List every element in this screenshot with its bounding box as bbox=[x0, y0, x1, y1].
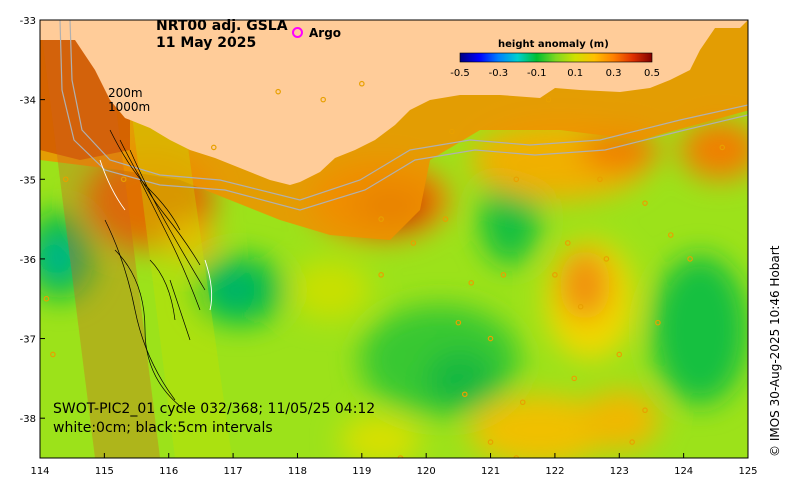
argo-float-marker bbox=[120, 176, 127, 183]
argo-float-marker bbox=[455, 319, 462, 326]
argo-floats bbox=[43, 80, 726, 458]
argo-float-marker bbox=[655, 319, 661, 326]
colorbar-tick-label: -0.1 bbox=[527, 68, 547, 79]
colorbar-tick-label: -0.5 bbox=[450, 68, 470, 79]
isobath-1000-label: 1000m bbox=[108, 100, 151, 114]
argo-label: Argo bbox=[309, 26, 342, 40]
lon-tick-label: 118 bbox=[288, 466, 307, 477]
argo-float-marker bbox=[500, 272, 507, 278]
argo-float-marker bbox=[719, 144, 726, 151]
isobath-1000m bbox=[59, 20, 748, 211]
lon-tick-label: 124 bbox=[674, 466, 693, 477]
lat-tick-label: -38 bbox=[20, 414, 36, 425]
argo-float-marker bbox=[571, 375, 578, 382]
argo-float-marker bbox=[616, 351, 623, 358]
argo-float-marker bbox=[62, 176, 69, 183]
argo-float-marker bbox=[43, 295, 50, 302]
credit-text: © IMOS 30-Aug-2025 10:46 Hobart bbox=[768, 245, 782, 457]
lon-tick-label: 121 bbox=[481, 466, 500, 477]
argo-float-marker bbox=[519, 399, 526, 406]
argo-float-marker bbox=[378, 272, 384, 278]
isobath-legend: 200m 1000m bbox=[108, 86, 150, 114]
map-title: NRT00 adj. GSLA 11 May 2025 bbox=[156, 18, 288, 52]
argo-float-marker bbox=[597, 176, 603, 183]
isobath-200m bbox=[69, 20, 748, 201]
swot-line-1: SWOT-PIC2_01 cycle 032/368; 11/05/25 04:… bbox=[53, 401, 376, 417]
lon-tick-label: 120 bbox=[417, 466, 436, 477]
argo-float-marker bbox=[513, 176, 520, 183]
argo-float-marker bbox=[449, 128, 455, 135]
lat-tick-label: -33 bbox=[20, 16, 36, 27]
ssh-contours bbox=[104, 129, 206, 411]
colorbar-tick-label: 0.5 bbox=[644, 68, 660, 79]
argo-float-marker bbox=[577, 303, 584, 310]
colorbar-tick-label: -0.3 bbox=[489, 68, 509, 79]
argo-float-marker bbox=[442, 216, 449, 222]
lat-tick-label: -37 bbox=[20, 335, 36, 346]
swot-line-2: white:0cm; black:5cm intervals bbox=[53, 420, 273, 436]
lon-tick-label: 125 bbox=[738, 466, 757, 477]
argo-float-marker bbox=[461, 391, 468, 398]
colorbar-ticks: -0.5 -0.3 -0.1 0.1 0.3 0.5 bbox=[450, 68, 660, 79]
argo-float-marker bbox=[320, 96, 327, 103]
argo-float-marker bbox=[487, 439, 494, 445]
colorbar-tick-label: 0.3 bbox=[606, 68, 622, 79]
argo-float-marker bbox=[359, 80, 365, 87]
argo-float-marker bbox=[545, 96, 552, 103]
zero-contours bbox=[99, 159, 213, 311]
colorbar bbox=[459, 52, 653, 63]
argo-float-marker bbox=[687, 256, 693, 262]
argo-float-marker bbox=[210, 144, 217, 151]
sea-surface-field bbox=[40, 20, 748, 458]
argo-float-marker bbox=[642, 200, 648, 206]
argo-float-marker bbox=[642, 407, 648, 414]
argo-float-marker bbox=[468, 279, 475, 286]
argo-float-marker bbox=[410, 240, 417, 246]
title-line-1: NRT00 adj. GSLA bbox=[156, 18, 288, 34]
argo-float-marker bbox=[487, 335, 494, 342]
lon-tick-label: 123 bbox=[610, 466, 629, 477]
argo-float-marker bbox=[378, 216, 384, 222]
lon-tick-label: 119 bbox=[352, 466, 371, 477]
isobath-200-label: 200m bbox=[108, 86, 143, 100]
lon-tick-label: 122 bbox=[545, 466, 564, 477]
lon-tick-label: 117 bbox=[224, 466, 243, 477]
lon-tick-label: 114 bbox=[30, 466, 49, 477]
title-line-2: 11 May 2025 bbox=[156, 35, 257, 51]
lat-tick-label: -36 bbox=[20, 255, 36, 266]
swot-swath-right bbox=[120, 20, 232, 458]
latitude-axis: -33 -34 -35 -36 -37 -38 bbox=[20, 16, 45, 425]
argo-marker-icon bbox=[292, 27, 303, 38]
argo-float-marker bbox=[275, 88, 281, 95]
swot-caption: SWOT-PIC2_01 cycle 032/368; 11/05/25 04:… bbox=[53, 400, 375, 438]
argo-float-marker bbox=[50, 351, 56, 358]
plot-frame bbox=[39, 19, 749, 459]
lon-tick-label: 115 bbox=[95, 466, 114, 477]
colorbar-title: height anomaly (m) bbox=[498, 39, 609, 50]
colorbar-tick-label: 0.1 bbox=[567, 68, 583, 79]
argo-legend: Argo bbox=[292, 26, 341, 40]
argo-float-marker bbox=[629, 439, 635, 445]
argo-float-marker bbox=[667, 232, 674, 238]
argo-float-marker bbox=[564, 240, 571, 246]
lat-tick-label: -34 bbox=[20, 96, 36, 107]
lon-tick-label: 116 bbox=[159, 466, 178, 477]
argo-float-marker bbox=[552, 272, 558, 278]
lat-tick-label: -35 bbox=[20, 175, 36, 186]
swot-swath-left bbox=[40, 20, 160, 458]
longitude-axis: 114 115 116 117 118 119 120 121 122 123 124 125 bbox=[30, 453, 758, 477]
argo-float-marker bbox=[603, 256, 610, 262]
